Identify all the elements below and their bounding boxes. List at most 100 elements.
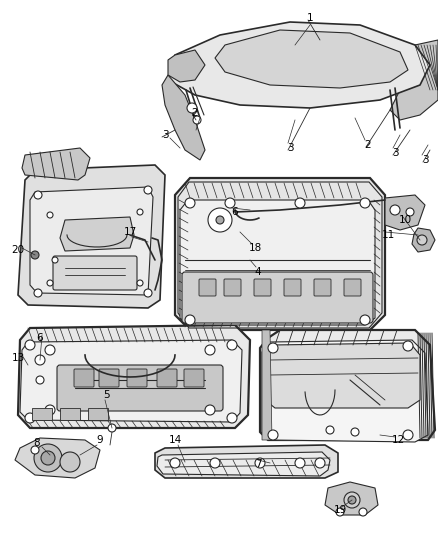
Polygon shape: [22, 148, 90, 180]
Text: 13: 13: [11, 353, 25, 363]
Circle shape: [144, 186, 152, 194]
Circle shape: [170, 458, 180, 468]
Circle shape: [45, 345, 55, 355]
Circle shape: [45, 405, 55, 415]
Circle shape: [348, 496, 356, 504]
Circle shape: [227, 340, 237, 350]
Circle shape: [47, 212, 53, 218]
Text: 9: 9: [97, 435, 103, 445]
Circle shape: [137, 280, 143, 286]
FancyBboxPatch shape: [254, 279, 271, 296]
Circle shape: [268, 430, 278, 440]
Text: 5: 5: [104, 390, 110, 400]
Text: 2: 2: [365, 140, 371, 150]
Circle shape: [205, 405, 215, 415]
Text: 19: 19: [333, 505, 346, 515]
Text: 18: 18: [248, 243, 261, 253]
Polygon shape: [215, 30, 408, 88]
Text: 11: 11: [381, 230, 395, 240]
FancyBboxPatch shape: [127, 369, 147, 387]
Circle shape: [47, 280, 53, 286]
Circle shape: [403, 341, 413, 351]
Circle shape: [41, 451, 55, 465]
FancyBboxPatch shape: [314, 279, 331, 296]
Circle shape: [315, 458, 325, 468]
Circle shape: [295, 458, 305, 468]
Text: 1: 1: [307, 13, 313, 23]
Circle shape: [108, 424, 116, 432]
Circle shape: [360, 315, 370, 325]
Polygon shape: [385, 195, 425, 230]
Circle shape: [225, 198, 235, 208]
Polygon shape: [262, 330, 272, 440]
Polygon shape: [168, 22, 430, 108]
Text: 17: 17: [124, 227, 137, 237]
FancyBboxPatch shape: [53, 256, 137, 290]
Text: 7: 7: [254, 459, 261, 469]
Circle shape: [137, 209, 143, 215]
Circle shape: [34, 289, 42, 297]
Polygon shape: [20, 340, 242, 422]
Circle shape: [351, 428, 359, 436]
Text: 6: 6: [37, 333, 43, 343]
Polygon shape: [262, 340, 428, 442]
Circle shape: [187, 103, 197, 113]
Polygon shape: [18, 165, 165, 308]
Text: 6: 6: [232, 207, 238, 217]
Polygon shape: [412, 228, 435, 252]
FancyBboxPatch shape: [182, 272, 373, 323]
Polygon shape: [30, 187, 153, 295]
FancyBboxPatch shape: [184, 369, 204, 387]
Circle shape: [344, 492, 360, 508]
FancyBboxPatch shape: [99, 369, 119, 387]
Text: 3: 3: [287, 143, 293, 153]
FancyBboxPatch shape: [344, 279, 361, 296]
Circle shape: [216, 216, 224, 224]
Polygon shape: [18, 325, 250, 428]
Polygon shape: [175, 178, 385, 330]
Circle shape: [34, 191, 42, 199]
Circle shape: [35, 355, 45, 365]
Circle shape: [60, 452, 80, 472]
Circle shape: [406, 208, 414, 216]
Circle shape: [295, 198, 305, 208]
Polygon shape: [15, 438, 100, 478]
Polygon shape: [162, 75, 205, 160]
Circle shape: [185, 198, 195, 208]
Text: 12: 12: [392, 435, 405, 445]
Text: 4: 4: [254, 267, 261, 277]
Circle shape: [336, 508, 344, 516]
Circle shape: [25, 340, 35, 350]
Circle shape: [255, 458, 265, 468]
FancyBboxPatch shape: [224, 279, 241, 296]
Polygon shape: [325, 482, 378, 515]
Circle shape: [390, 205, 400, 215]
Text: 3: 3: [162, 130, 168, 140]
Circle shape: [360, 198, 370, 208]
Polygon shape: [157, 452, 330, 476]
FancyBboxPatch shape: [74, 369, 94, 387]
Circle shape: [36, 376, 44, 384]
Polygon shape: [390, 40, 438, 120]
Circle shape: [144, 289, 152, 297]
Text: 8: 8: [34, 438, 40, 448]
FancyBboxPatch shape: [157, 369, 177, 387]
Text: 20: 20: [11, 245, 25, 255]
Circle shape: [31, 446, 39, 454]
Polygon shape: [260, 330, 435, 440]
Polygon shape: [60, 217, 134, 251]
Circle shape: [403, 430, 413, 440]
Bar: [88, 408, 108, 420]
FancyBboxPatch shape: [199, 279, 216, 296]
Circle shape: [326, 426, 334, 434]
Polygon shape: [168, 50, 205, 82]
Circle shape: [210, 458, 220, 468]
Circle shape: [268, 343, 278, 353]
Circle shape: [417, 235, 427, 245]
Circle shape: [25, 413, 35, 423]
Polygon shape: [155, 445, 338, 478]
Circle shape: [208, 208, 232, 232]
Text: 3: 3: [392, 148, 398, 158]
Circle shape: [34, 444, 62, 472]
Polygon shape: [180, 200, 375, 325]
